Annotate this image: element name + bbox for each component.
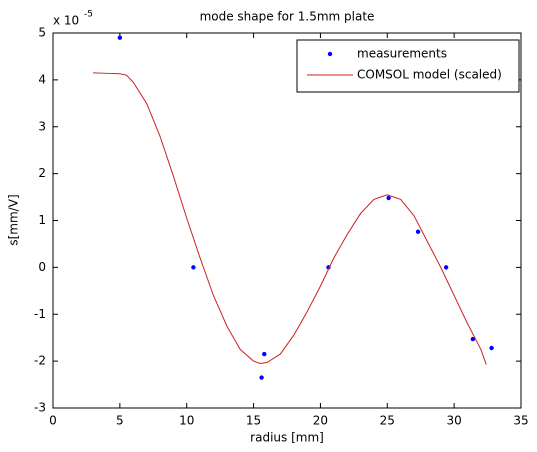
chart-title: mode shape for 1.5mm plate	[200, 10, 375, 24]
x-tick-label: 30	[447, 414, 462, 428]
y-tick-label: 4	[38, 72, 46, 86]
data-point	[489, 345, 494, 351]
y-tick-label: -2	[34, 354, 46, 368]
x-tick-label: 35	[513, 414, 528, 428]
x-tick-label: 20	[313, 414, 328, 428]
x-tick-label: 10	[179, 414, 194, 428]
data-point	[191, 265, 196, 270]
legend-symbol	[327, 51, 333, 57]
legend-label: measurements	[357, 47, 447, 61]
x-tick-label: 0	[49, 414, 57, 428]
x-tick-label: 25	[380, 414, 395, 428]
data-point	[443, 265, 449, 270]
plot-frame	[52, 32, 522, 409]
legend-label: COMSOL model (scaled)	[357, 68, 502, 82]
model-line	[93, 72, 487, 365]
x-tick-label: 5	[116, 414, 124, 428]
legend: measurements COMSOL model (scaled)	[296, 39, 520, 93]
y-tick-label: 3	[38, 119, 46, 133]
y-tick-label: -3	[34, 401, 46, 415]
y-axis-label: s[mm/V]	[7, 194, 21, 245]
y-tick-label: -1	[34, 307, 46, 321]
data-point	[259, 375, 264, 380]
data-point	[470, 336, 476, 342]
y-multiplier: x 10	[53, 14, 79, 28]
y-exponent: -5	[84, 10, 93, 20]
legend-box	[296, 39, 520, 93]
y-tick-label: 2	[38, 166, 46, 180]
data-point	[117, 35, 123, 40]
data-point	[386, 195, 391, 201]
y-tick-label: 1	[38, 213, 46, 227]
data-point	[415, 229, 421, 234]
x-tick-label: 15	[246, 414, 261, 428]
x-axis-label: radius [mm]	[250, 431, 324, 445]
y-tick-label: 5	[38, 26, 46, 40]
y-tick-label: 0	[38, 260, 46, 274]
data-point	[262, 351, 267, 357]
